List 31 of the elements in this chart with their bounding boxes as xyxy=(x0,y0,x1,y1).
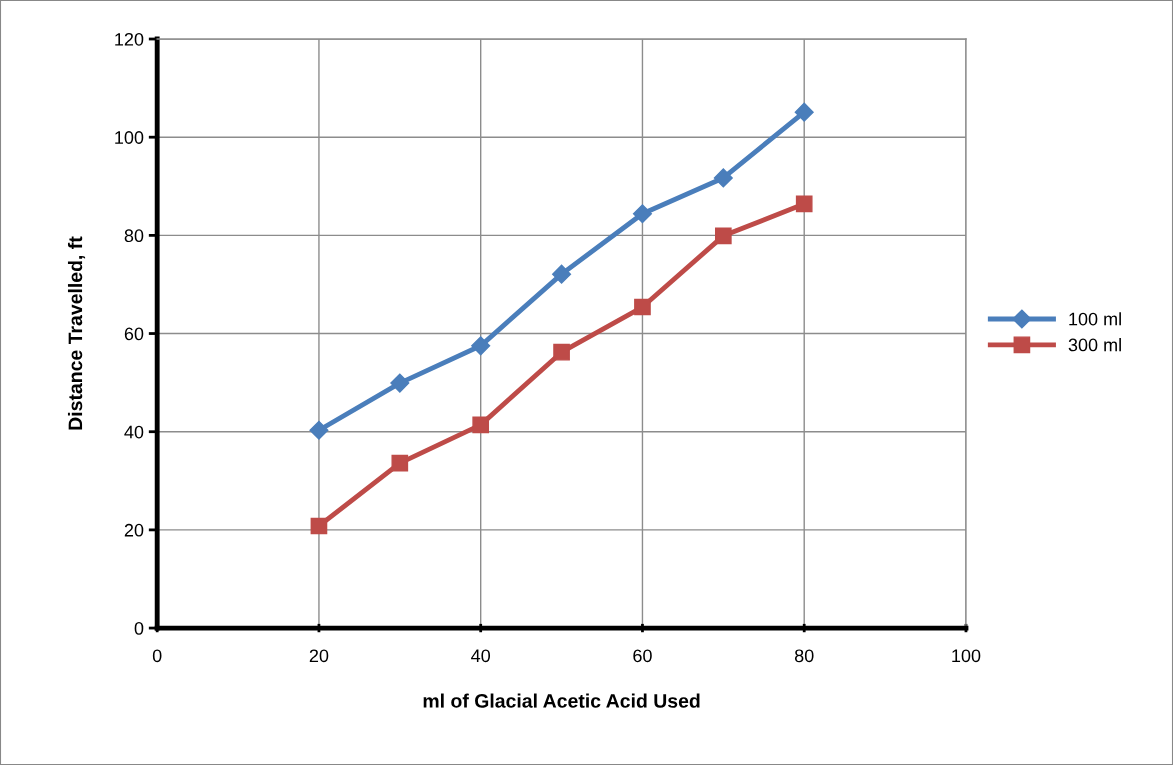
point xyxy=(714,227,732,245)
y-tick-label: 120 xyxy=(115,32,144,46)
y-tick-label: 60 xyxy=(124,327,144,341)
point xyxy=(391,454,409,472)
x-axis-title: ml of Glacial Acetic Acid Used xyxy=(423,693,700,708)
point xyxy=(634,298,651,316)
point xyxy=(472,416,490,434)
y-axis-title: Distance Travelled, ft xyxy=(67,236,86,430)
point xyxy=(309,420,329,440)
y-tick-label: 0 xyxy=(134,622,144,635)
point xyxy=(794,102,814,122)
point xyxy=(471,336,491,356)
x-tick-label: 0 xyxy=(152,649,162,663)
point xyxy=(553,343,570,361)
point xyxy=(390,373,410,393)
x-tick-label: 20 xyxy=(309,649,329,663)
x-tick-label: 60 xyxy=(633,649,652,663)
point xyxy=(795,195,813,213)
x-tick-label: 80 xyxy=(794,649,814,663)
legend-label: 100 ml xyxy=(1069,312,1121,326)
point xyxy=(632,204,652,224)
y-tick-label: 40 xyxy=(124,425,144,439)
point xyxy=(713,168,733,188)
point xyxy=(310,517,328,535)
y-tick-label: 20 xyxy=(124,523,144,537)
y-tick-label: 100 xyxy=(115,131,144,144)
y-tick-label: 80 xyxy=(124,229,144,243)
legend-label: 300 ml xyxy=(1068,338,1121,352)
x-tick-label: 40 xyxy=(471,649,491,663)
point xyxy=(552,264,572,284)
x-tick-label: 100 xyxy=(952,649,981,663)
